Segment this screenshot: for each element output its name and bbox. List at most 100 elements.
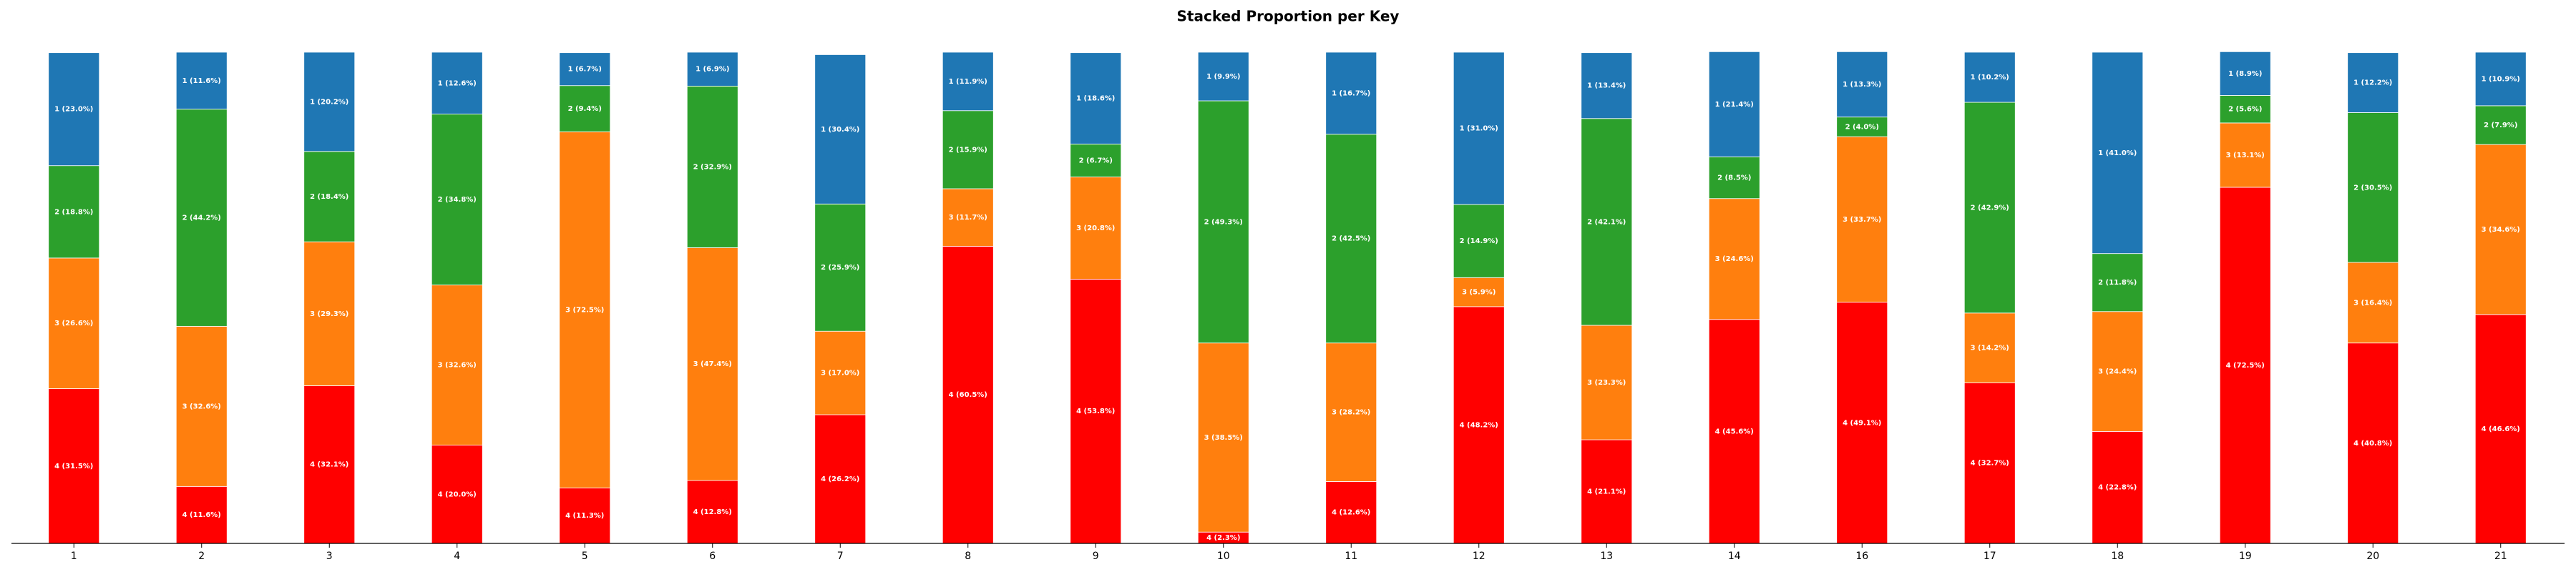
x-tick-label: 11 <box>1345 551 1357 562</box>
x-tick-label: 20 <box>2366 551 2379 562</box>
segment-label: 1 (8.9%) <box>2228 70 2262 78</box>
segment-label: 2 (14.9%) <box>1460 237 1498 245</box>
segment-label: 2 (11.8%) <box>2098 279 2137 287</box>
bar-segment <box>2347 52 2399 113</box>
x-tick-label: 3 <box>326 551 333 562</box>
bar-segment <box>1963 102 2016 314</box>
segment-label: 2 (8.5%) <box>1717 174 1751 182</box>
x-tick-label: 18 <box>2111 551 2124 562</box>
x-tick-label: 2 <box>198 551 205 562</box>
bar-segment <box>431 51 483 114</box>
bar-segment <box>1453 277 1505 307</box>
segment-label: 4 (11.6%) <box>182 511 221 519</box>
segment-label: 2 (18.4%) <box>310 193 348 201</box>
segment-label: 4 (72.5%) <box>2226 362 2265 370</box>
bar-segment <box>814 414 867 544</box>
segment-label: 1 (23.0%) <box>54 106 93 114</box>
segment-label: 4 (2.3%) <box>1206 534 1240 542</box>
bar-segment <box>2474 105 2527 145</box>
segment-label: 2 (4.0%) <box>1845 123 1879 131</box>
x-tick-label: 9 <box>1093 551 1099 562</box>
bar-segment <box>559 85 611 132</box>
segment-label: 1 (12.6%) <box>438 79 477 87</box>
bar-segment <box>1325 134 1377 344</box>
segment-label: 2 (49.3%) <box>1204 218 1243 226</box>
bar-segment <box>1581 325 1633 440</box>
bar-segment <box>942 188 994 247</box>
segment-label: 4 (11.3%) <box>565 512 604 520</box>
segment-label: 1 (10.9%) <box>2482 75 2520 83</box>
bar-segment <box>1836 302 1888 544</box>
segment-label: 2 (15.9%) <box>949 146 987 154</box>
bar-segment <box>1453 51 1505 205</box>
bar-segment <box>431 445 483 544</box>
segment-label: 1 (6.7%) <box>568 66 602 74</box>
segment-label: 2 (7.9%) <box>2484 122 2517 129</box>
segment-label: 4 (49.1%) <box>1843 419 1881 427</box>
bar-segment <box>686 86 738 248</box>
bar-segment <box>1581 439 1633 544</box>
segment-label: 3 (34.6%) <box>2482 226 2520 234</box>
segment-label: 1 (16.7%) <box>1332 89 1370 97</box>
segment-label: 2 (42.9%) <box>1971 204 2009 212</box>
bar-segment <box>431 285 483 446</box>
segment-label: 3 (38.5%) <box>1204 434 1243 442</box>
bar-segment <box>1070 278 1122 544</box>
bar-segment <box>2474 51 2527 107</box>
bar-segment <box>2347 342 2399 544</box>
segment-label: 1 (11.9%) <box>949 78 987 86</box>
segment-label: 3 (26.6%) <box>54 320 93 327</box>
segment-label: 4 (12.6%) <box>1332 509 1370 517</box>
segment-label: 4 (46.6%) <box>2482 425 2520 433</box>
segment-label: 1 (13.4%) <box>1587 82 1626 90</box>
bar-segment <box>1325 51 1377 135</box>
x-tick-label: 8 <box>965 551 971 562</box>
segment-label: 2 (5.6%) <box>2228 106 2262 114</box>
bar-segment <box>1708 319 1760 544</box>
segment-label: 3 (14.2%) <box>1971 345 2009 352</box>
segment-label: 4 (53.8%) <box>1076 408 1115 415</box>
segment-label: 3 (24.6%) <box>1715 255 1754 263</box>
bar-segment <box>175 325 228 487</box>
bar-segment <box>686 51 738 87</box>
x-tick-label: 12 <box>1473 551 1485 562</box>
segment-label: 3 (13.1%) <box>2226 152 2265 159</box>
bar-segment <box>2219 122 2271 188</box>
bar-segment <box>1581 52 1633 119</box>
segment-label: 4 (31.5%) <box>54 463 93 470</box>
bar-segment <box>1581 118 1633 326</box>
bar-segment <box>1836 117 1888 137</box>
segment-label: 1 (41.0%) <box>2098 149 2137 157</box>
bar-segment <box>2474 314 2527 544</box>
x-tick-label: 6 <box>709 551 716 562</box>
segment-label: 2 (25.9%) <box>821 264 859 272</box>
bar-segment <box>1197 100 1249 344</box>
segment-label: 2 (30.5%) <box>2353 184 2392 192</box>
bar-segment <box>303 151 356 242</box>
bar-segment <box>2219 51 2271 96</box>
segment-label: 3 (24.4%) <box>2098 368 2137 376</box>
x-tick-label: 21 <box>2494 551 2507 562</box>
segment-label: 4 (32.7%) <box>1971 460 2009 468</box>
bar-segment <box>48 257 100 389</box>
segment-label: 3 (5.9%) <box>1462 289 1496 297</box>
bar-segment <box>1836 51 1888 118</box>
bar-segment <box>686 480 738 544</box>
bar-segment <box>303 51 356 152</box>
bar-segment <box>1963 382 2016 544</box>
segment-label: 2 (44.2%) <box>182 214 221 222</box>
segment-label: 1 (13.3%) <box>1843 81 1881 89</box>
segment-label: 2 (9.4%) <box>568 105 602 113</box>
segment-label: 3 (16.4%) <box>2353 299 2392 307</box>
segment-label: 2 (42.5%) <box>1332 235 1370 243</box>
bar-segment <box>814 330 867 415</box>
x-tick-label: 17 <box>1984 551 1996 562</box>
bar-segment <box>303 385 356 544</box>
segment-label: 3 (33.7%) <box>1843 216 1881 224</box>
bar-segment <box>2347 262 2399 344</box>
segment-label: 1 (18.6%) <box>1076 95 1115 103</box>
segment-label: 1 (20.2%) <box>310 98 348 106</box>
segment-label: 1 (11.6%) <box>182 77 221 85</box>
